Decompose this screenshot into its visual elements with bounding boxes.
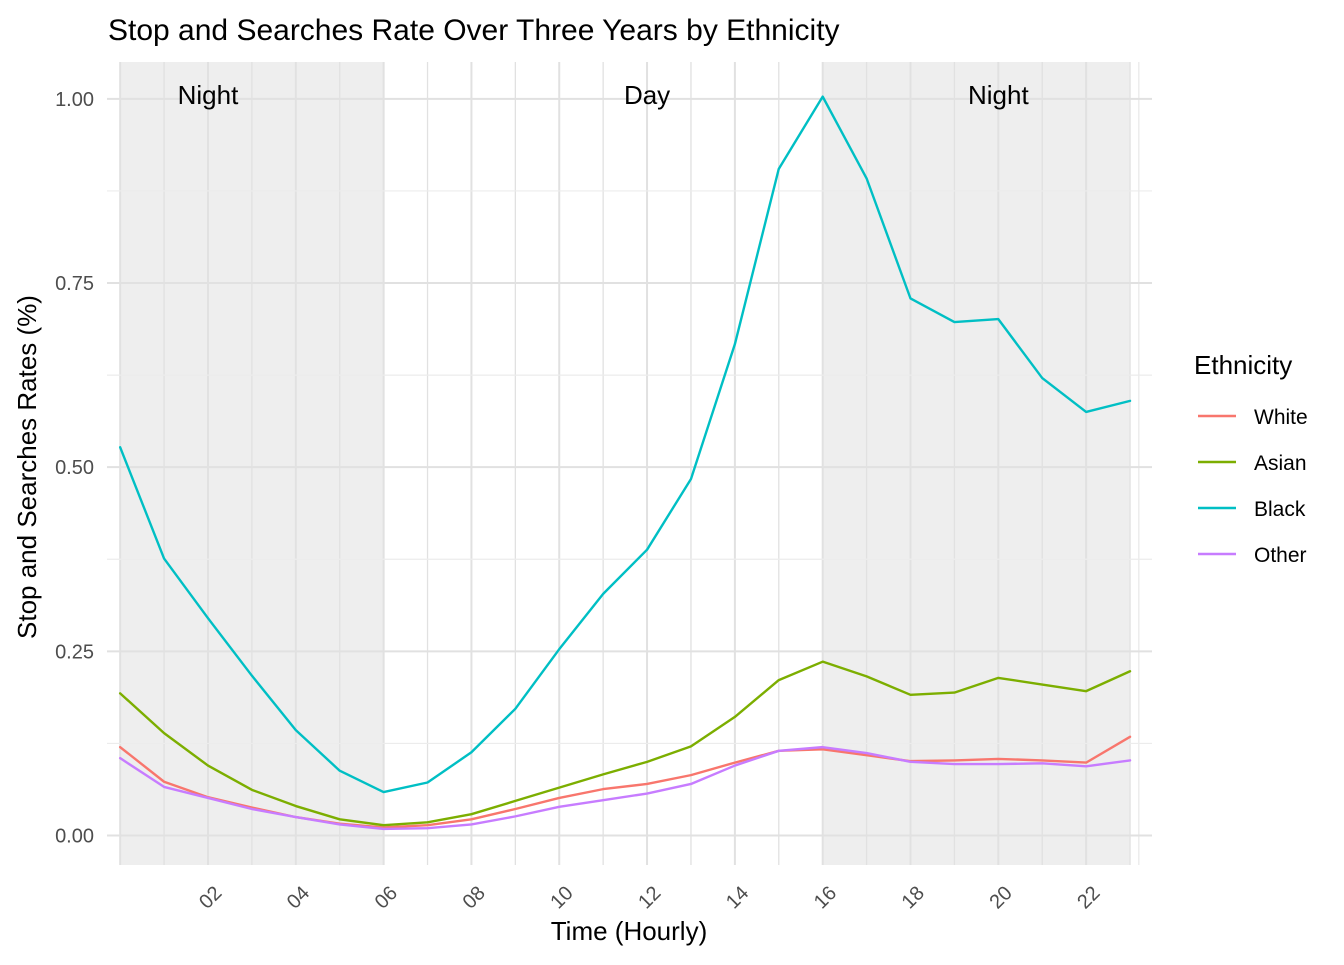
y-tick-label: 0.25 <box>55 641 94 663</box>
region-label-night: Night <box>178 80 239 110</box>
y-tick-label: 0.00 <box>55 826 94 848</box>
legend-item-white: White <box>1198 406 1308 429</box>
region-annotations: Night Night Day <box>178 80 1030 110</box>
legend-label: White <box>1254 406 1308 429</box>
x-tick-label: 06 <box>371 882 402 913</box>
legend-label: Asian <box>1254 452 1307 475</box>
legend-items: White Asian Black Other <box>1198 406 1308 567</box>
legend-title: Ethnicity <box>1194 350 1292 380</box>
x-axis-title: Time (Hourly) <box>551 916 707 946</box>
legend-item-black: Black <box>1198 498 1306 521</box>
x-tick-label: 16 <box>810 882 841 913</box>
x-tick-label: 02 <box>195 882 226 913</box>
x-tick-label: 18 <box>898 882 929 913</box>
legend-label: Black <box>1254 498 1306 521</box>
x-tick-label: 12 <box>634 882 665 913</box>
y-tick-label: 1.00 <box>55 89 94 111</box>
x-tick-label: 04 <box>283 882 314 913</box>
region-label-day: Day <box>624 80 670 110</box>
y-tick-label: 0.75 <box>55 273 94 295</box>
x-axis: 02 04 06 08 10 12 14 16 18 20 22 <box>195 882 1104 913</box>
chart-title: Stop and Searches Rate Over Three Years … <box>108 14 840 47</box>
x-tick-label: 14 <box>722 882 753 913</box>
series-lines <box>118 95 1132 831</box>
x-tick-label: 10 <box>546 882 577 913</box>
series-line-other <box>118 745 1132 831</box>
region-label-night: Night <box>968 80 1029 110</box>
y-tick-label: 0.50 <box>55 457 94 479</box>
legend-item-asian: Asian <box>1198 452 1307 475</box>
legend-label: Other <box>1254 544 1307 567</box>
y-axis-title: Stop and Searches Rates (%) <box>12 295 42 639</box>
legend-item-other: Other <box>1198 544 1307 567</box>
x-tick-label: 20 <box>985 882 1016 913</box>
x-tick-label: 08 <box>459 882 490 913</box>
y-axis: 0.00 0.25 0.50 0.75 1.00 <box>55 89 94 848</box>
legend: Ethnicity White Asian Black Other <box>1194 350 1308 567</box>
x-tick-label: 22 <box>1073 882 1104 913</box>
series-line-black <box>118 95 1132 794</box>
series-line-asian <box>118 660 1132 827</box>
